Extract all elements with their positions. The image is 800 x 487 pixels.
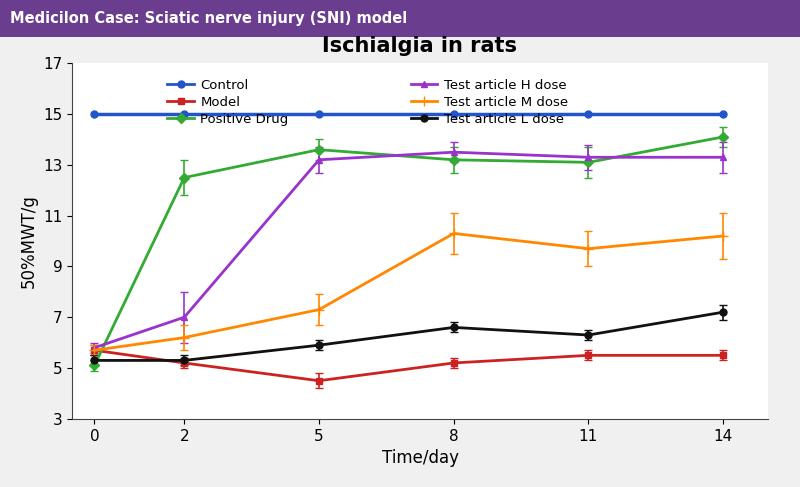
Legend: Test article H dose, Test article M dose, Test article L dose: Test article H dose, Test article M dose…	[406, 74, 574, 131]
Title: Ischialgia in rats: Ischialgia in rats	[322, 36, 518, 56]
Text: Medicilon Case: Sciatic nerve injury (SNI) model: Medicilon Case: Sciatic nerve injury (SN…	[10, 11, 407, 26]
Y-axis label: 50%MWT/g: 50%MWT/g	[19, 194, 38, 288]
X-axis label: Time/day: Time/day	[382, 449, 458, 467]
